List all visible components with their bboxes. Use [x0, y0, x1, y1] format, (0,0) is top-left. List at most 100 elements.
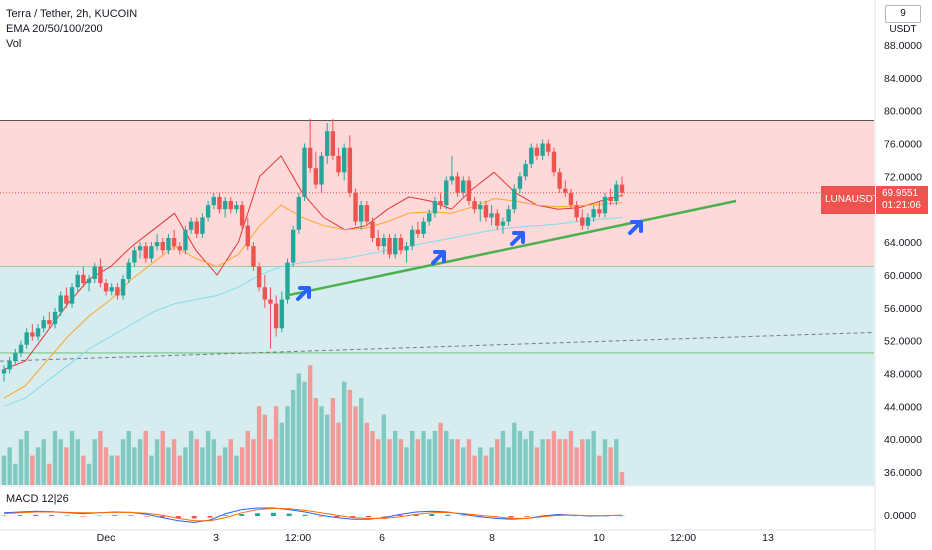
macd-indicator-label[interactable]: MACD 12|26: [6, 493, 69, 505]
currency-button[interactable]: 9 USDT: [885, 5, 921, 35]
candle: [24, 332, 29, 345]
price-tick-label: 60.0000: [884, 270, 922, 282]
candle: [160, 242, 165, 251]
volume-bar: [449, 439, 455, 485]
candle: [109, 287, 114, 292]
price-tick-label: 44.0000: [884, 401, 922, 413]
volume-indicator-label[interactable]: Vol: [6, 38, 22, 50]
candle: [415, 229, 421, 234]
macd-histogram-bar: [508, 516, 514, 518]
bounce-arrow-3: [510, 231, 525, 246]
volume-bar: [143, 430, 148, 485]
bounce-arrow-4: [628, 220, 643, 235]
macd-histogram-bar: [381, 516, 387, 517]
candle: [302, 147, 307, 197]
candle: [381, 237, 387, 247]
volume-bar: [262, 414, 268, 485]
candle: [222, 201, 228, 210]
candle: [313, 168, 319, 185]
time-tick-label: 13: [762, 532, 774, 544]
volume-bar: [427, 439, 432, 485]
macd-histogram-bar: [571, 515, 577, 517]
volume-bar: [324, 414, 330, 485]
volume-bar: [92, 439, 97, 485]
volume-bar: [512, 422, 517, 485]
volume-bar: [228, 439, 233, 485]
candle: [268, 299, 273, 304]
volume-bar: [154, 439, 160, 485]
volume-bar: [273, 406, 279, 485]
candle: [132, 250, 137, 263]
current-price: 69.9551: [882, 188, 919, 199]
ema-indicator-label[interactable]: EMA 20/50/100/200: [6, 23, 103, 35]
macd-histogram-bar: [350, 516, 356, 518]
volume-bar: [432, 430, 438, 485]
volume-bar: [183, 447, 188, 485]
candle: [81, 274, 86, 284]
volume-bar: [370, 430, 375, 485]
candle: [336, 155, 341, 173]
macd-histogram-bar: [191, 516, 197, 519]
volume-bar: [302, 381, 307, 485]
volume-bar: [478, 447, 483, 485]
candle: [245, 225, 250, 247]
candle: [324, 131, 330, 156]
macd-histogram-bar: [255, 513, 261, 516]
resistance-zone: [0, 120, 874, 267]
candle: [546, 143, 551, 152]
candle: [166, 237, 171, 251]
volume-bar: [557, 439, 562, 485]
volume-bar: [1, 455, 7, 485]
candle: [228, 201, 233, 210]
candle: [75, 274, 80, 288]
candle: [41, 320, 46, 329]
volume-bar: [160, 430, 165, 485]
volume-bar: [239, 447, 245, 485]
candle: [387, 237, 392, 255]
volume-bar: [415, 439, 421, 485]
candle: [290, 229, 296, 263]
candle: [319, 155, 324, 185]
volume-bar: [41, 439, 46, 485]
volume-bar: [307, 365, 313, 485]
candle: [364, 205, 370, 222]
candle: [427, 213, 432, 222]
time-tick-label: 10: [593, 532, 605, 544]
candle: [120, 279, 126, 296]
volume-bar: [529, 430, 534, 485]
volume-bar: [64, 447, 69, 485]
candle: [86, 279, 92, 284]
candle: [602, 196, 608, 214]
volume-bar: [500, 430, 506, 485]
candle: [483, 205, 489, 218]
candle: [614, 184, 619, 202]
macd-histogram-bar: [397, 515, 403, 516]
volume-bar: [574, 447, 579, 485]
candle: [239, 205, 245, 226]
macd-histogram-bar: [318, 516, 324, 517]
price-tick-label: 80.0000: [884, 106, 922, 118]
volume-bar: [18, 439, 24, 485]
volume-bar: [506, 447, 511, 485]
candle: [353, 192, 358, 222]
volume-bar: [285, 406, 290, 485]
candle: [393, 237, 398, 255]
volume-bar: [126, 430, 131, 485]
volume-bar: [517, 430, 523, 485]
candle: [262, 287, 268, 300]
macd-histogram-bar: [413, 514, 419, 516]
candle: [563, 188, 568, 193]
price-tick-label: 48.0000: [884, 368, 922, 380]
candle: [551, 151, 557, 173]
volume-bar: [217, 455, 222, 485]
volume-bar: [421, 430, 426, 485]
volume-bar: [188, 430, 194, 485]
candle: [273, 303, 279, 329]
candle: [143, 246, 148, 259]
price-tick-label: 56.0000: [884, 303, 922, 315]
volume-bar: [319, 406, 324, 485]
candle: [512, 188, 517, 210]
candle: [540, 143, 545, 156]
volume-bar: [279, 422, 285, 485]
